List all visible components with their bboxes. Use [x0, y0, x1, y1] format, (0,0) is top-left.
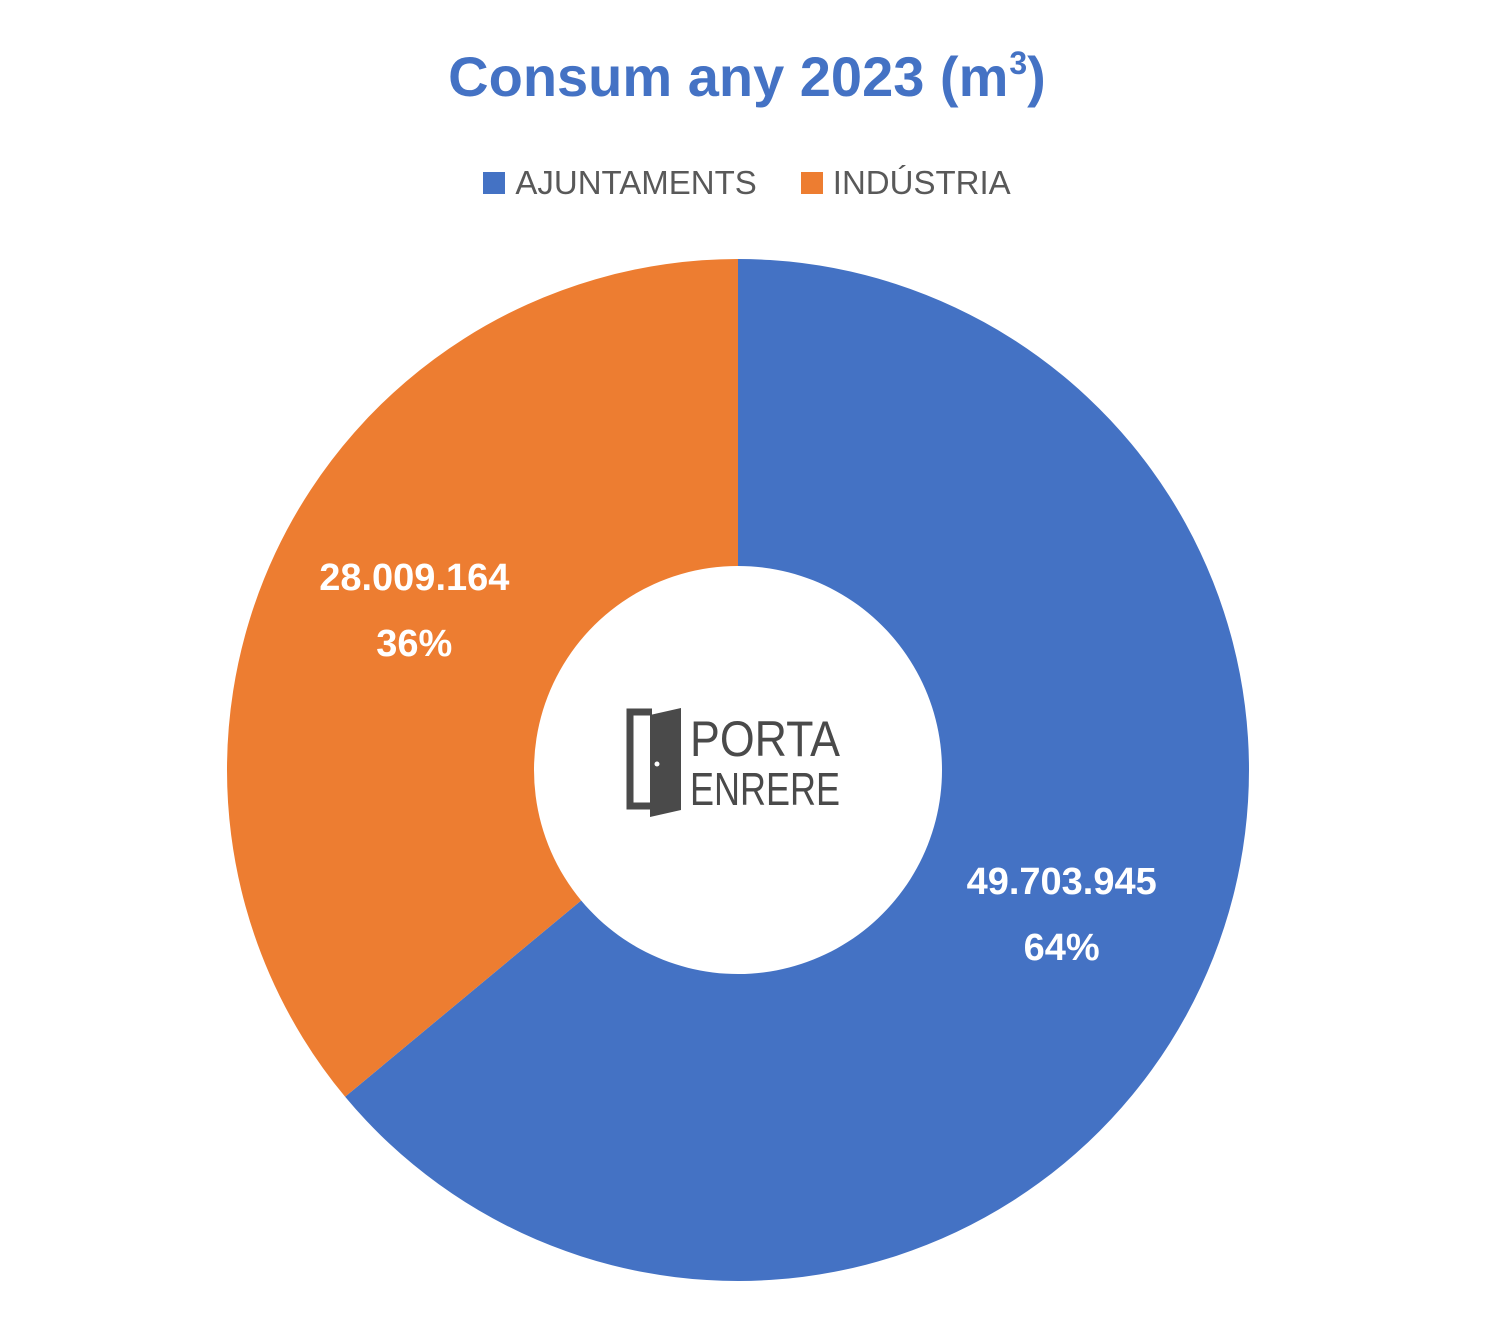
slice-1 — [227, 259, 738, 1097]
door-leaf-icon — [650, 708, 681, 817]
chart-legend: AJUNTAMENTS INDÚSTRIA — [0, 164, 1494, 202]
legend-label-ajuntaments: AJUNTAMENTS — [515, 164, 757, 201]
legend-item-industria: INDÚSTRIA — [800, 164, 1011, 202]
data-labels: 49.703.945 64% 28.009.164 36% — [319, 557, 1157, 969]
legend-item-ajuntaments: AJUNTAMENTS — [483, 164, 757, 202]
donut-slices — [227, 259, 1250, 1281]
percent-label-1: 36% — [376, 623, 452, 665]
logo-line-2: ENRERE — [690, 763, 840, 815]
logo-line-1: PORTA — [690, 711, 841, 767]
chart-title-superscript: 3 — [1009, 45, 1028, 81]
chart-title: Consum any 2023 (m3) — [0, 42, 1494, 120]
chart-title-suffix: ) — [1027, 45, 1046, 108]
legend-swatch-ajuntaments — [483, 172, 506, 194]
slice-0 — [345, 259, 1250, 1281]
percent-label-0: 64% — [1024, 927, 1100, 969]
legend-label-industria: INDÚSTRIA — [832, 164, 1011, 201]
value-label-1: 28.009.164 — [319, 557, 509, 599]
door-knob-icon — [654, 761, 660, 767]
chart-title-text: Consum any 2023 (m — [448, 45, 1009, 108]
porta-enrere-logo: PORTA ENRERE — [626, 708, 841, 817]
door-frame-icon — [626, 708, 652, 810]
value-label-0: 49.703.945 — [967, 861, 1157, 903]
legend-swatch-industria — [800, 172, 823, 194]
